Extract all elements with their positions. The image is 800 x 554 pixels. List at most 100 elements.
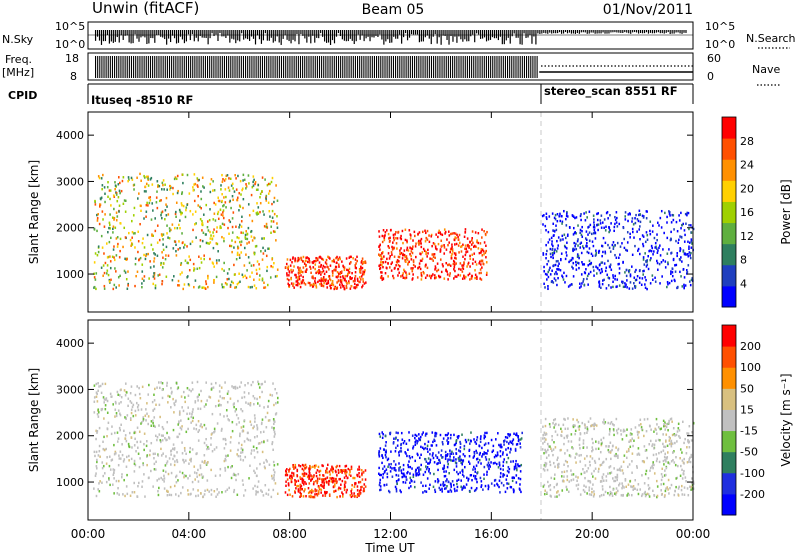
scatter-point <box>653 463 655 467</box>
scatter-point <box>162 427 165 431</box>
scatter-point <box>173 226 176 230</box>
scatter-point <box>393 460 395 463</box>
scatter-point <box>284 266 287 269</box>
scatter-point <box>653 250 655 253</box>
scatter-point <box>547 275 550 279</box>
scatter-point <box>388 463 390 466</box>
scatter-point <box>300 494 302 498</box>
scatter-point <box>205 427 207 430</box>
scatter-point <box>331 271 334 275</box>
scatter-point <box>210 388 213 391</box>
scatter-point <box>556 247 559 250</box>
scatter-point <box>562 278 565 281</box>
scatter-point <box>259 462 261 466</box>
scatter-point <box>324 279 327 283</box>
scatter-point <box>669 418 672 421</box>
velocity-scatter <box>93 380 695 499</box>
scatter-point <box>200 197 203 201</box>
scatter-point <box>217 196 220 199</box>
scatter-point <box>383 255 385 258</box>
scatter-point <box>484 484 487 488</box>
scatter-point <box>263 461 265 464</box>
colorbar-segment <box>722 222 736 245</box>
scatter-point <box>598 285 601 288</box>
scatter-point <box>179 263 182 266</box>
scatter-point <box>647 255 650 258</box>
scatter-point <box>93 400 96 403</box>
scatter-point <box>607 448 610 452</box>
scatter-point <box>387 275 389 278</box>
scatter-point <box>226 414 228 418</box>
scatter-point <box>219 226 221 230</box>
scatter-point <box>592 226 595 229</box>
scatter-point <box>143 432 146 435</box>
scatter-point <box>216 488 218 491</box>
scatter-point <box>193 471 196 474</box>
scatter-point <box>577 254 580 258</box>
scatter-point <box>186 173 189 177</box>
scatter-point <box>443 466 446 470</box>
scatter-point <box>297 488 300 491</box>
scatter-point <box>649 220 652 223</box>
scatter-point <box>147 422 150 426</box>
scatter-point <box>213 189 216 192</box>
scatter-point <box>274 482 277 485</box>
scatter-point <box>101 466 104 470</box>
scatter-point <box>137 452 140 455</box>
scatter-point <box>401 475 404 479</box>
scatter-point <box>155 201 158 204</box>
scatter-point <box>191 410 194 414</box>
scatter-point <box>161 396 164 400</box>
scatter-point <box>421 251 424 254</box>
scatter-point <box>631 452 634 455</box>
scatter-point <box>645 278 647 282</box>
scatter-point <box>210 433 213 436</box>
scatter-point <box>404 255 407 259</box>
scatter-point <box>629 439 632 442</box>
scatter-point <box>395 473 398 477</box>
scatter-point <box>239 280 241 283</box>
scatter-point <box>393 255 396 258</box>
scatter-point <box>476 471 479 474</box>
scatter-point <box>451 245 453 249</box>
scatter-point <box>625 283 627 286</box>
scatter-point <box>634 279 637 282</box>
scatter-point <box>246 232 249 236</box>
scatter-point <box>642 216 645 219</box>
scatter-point <box>252 264 255 267</box>
scatter-point <box>98 444 101 448</box>
scatter-point <box>294 273 296 277</box>
scatter-point <box>137 446 139 449</box>
scatter-point <box>492 444 495 448</box>
scatter-point <box>580 241 583 244</box>
scatter-point <box>626 450 628 453</box>
scatter-point <box>581 245 584 248</box>
y-tick-label: 4000 <box>56 129 84 142</box>
scatter-point <box>118 284 120 287</box>
scatter-point <box>210 437 212 440</box>
scatter-point <box>118 210 120 213</box>
scatter-point <box>339 470 342 473</box>
scatter-point <box>680 256 682 259</box>
scatter-point <box>456 479 458 482</box>
scatter-point <box>660 209 663 213</box>
scatter-point <box>483 465 486 469</box>
scatter-point <box>320 273 322 276</box>
scatter-point <box>108 221 111 224</box>
scatter-point <box>626 494 628 497</box>
scatter-point <box>479 437 482 441</box>
scatter-point <box>176 226 179 230</box>
scatter-point <box>262 210 264 213</box>
scatter-point <box>305 263 307 267</box>
scatter-point <box>459 450 462 453</box>
scatter-point <box>308 472 311 475</box>
scatter-point <box>339 286 342 289</box>
scatter-point <box>222 437 225 441</box>
scatter-point <box>229 449 232 452</box>
scatter-point <box>560 252 563 255</box>
scatter-point <box>446 485 448 488</box>
scatter-point <box>364 478 367 481</box>
scatter-point <box>273 403 275 407</box>
scatter-point <box>166 420 169 424</box>
scatter-point <box>334 269 337 272</box>
